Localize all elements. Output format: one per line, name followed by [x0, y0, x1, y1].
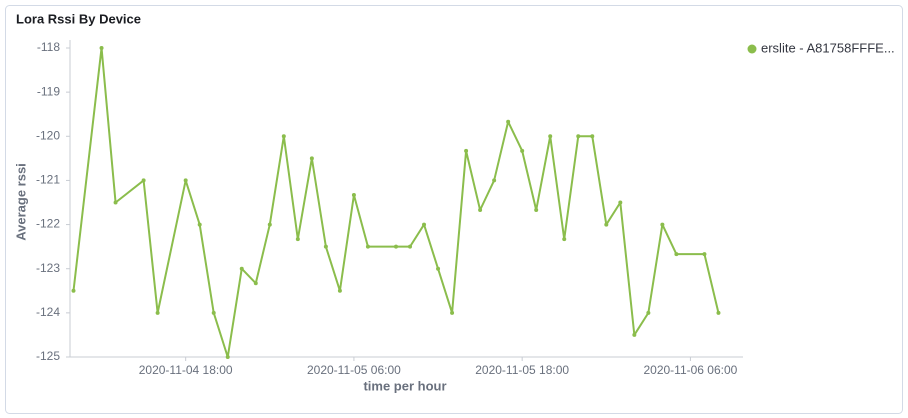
point: [450, 310, 455, 315]
point: [618, 200, 623, 205]
point: [660, 222, 665, 227]
panel: [5, 5, 903, 414]
point: [323, 244, 328, 249]
point: [155, 310, 160, 315]
point: [239, 266, 244, 271]
y-tick-label: -120: [36, 128, 60, 142]
point: [408, 244, 413, 249]
point: [225, 355, 230, 359]
point: [267, 222, 272, 227]
y-tick-label: -122: [36, 217, 60, 231]
point: [99, 46, 104, 50]
point: [464, 148, 469, 153]
point: [351, 192, 356, 197]
x-tick-label: 2020-11-05 18:00: [475, 363, 569, 377]
y-tick-label: -125: [36, 349, 60, 363]
point: [562, 237, 567, 242]
x-tick-label: 2020-11-05 06:00: [307, 363, 401, 377]
legend-swatch: [747, 44, 757, 54]
point: [253, 281, 258, 286]
point: [295, 237, 300, 242]
y-tick-label: -118: [37, 40, 60, 54]
point: [534, 208, 539, 213]
series-line: [72, 47, 720, 358]
y-tick-label: -121: [36, 173, 60, 187]
point: [422, 222, 427, 227]
point: [478, 208, 483, 213]
point: [337, 288, 342, 293]
point: [365, 244, 370, 249]
point: [436, 266, 441, 271]
point: [197, 222, 202, 227]
x-axis-label: time per hour: [363, 378, 446, 393]
point: [702, 252, 707, 257]
chart-title: Lora Rssi By Device: [16, 11, 141, 26]
point: [506, 119, 511, 124]
point: [393, 244, 398, 249]
point: [492, 178, 497, 183]
point: [113, 200, 118, 205]
y-axis-label: Average rssi: [13, 163, 28, 241]
point: [646, 310, 651, 315]
y-tick-label: -119: [37, 84, 60, 98]
point: [281, 134, 286, 139]
point: [674, 252, 679, 257]
point: [183, 178, 188, 183]
point: [520, 148, 525, 153]
point: [576, 134, 581, 139]
point: [604, 222, 609, 227]
point: [716, 310, 721, 315]
point: [632, 332, 637, 337]
point: [71, 288, 76, 293]
point: [211, 310, 216, 315]
point: [309, 156, 314, 161]
point: [590, 134, 595, 139]
point: [548, 134, 553, 139]
legend-label: erslite - A81758FFFE...: [761, 40, 895, 55]
point: [141, 178, 146, 183]
x-tick-label: 2020-11-04 18:00: [139, 363, 233, 377]
x-tick-label: 2020-11-06 06:00: [643, 363, 737, 377]
y-tick-label: -124: [36, 305, 60, 319]
y-tick-label: -123: [36, 261, 60, 275]
